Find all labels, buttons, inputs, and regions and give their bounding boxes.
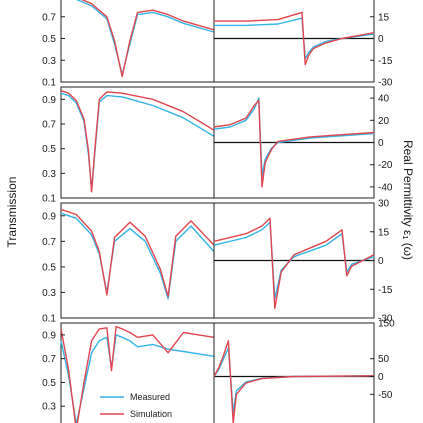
- y-tick-label: 0: [378, 256, 384, 267]
- panel-frame: [60, 86, 215, 199]
- left-y-axis-label: Transmission: [5, 177, 19, 248]
- y-tick-label: 0: [378, 138, 384, 149]
- series-line-simulation: [213, 99, 375, 188]
- y-tick-label: 0.9: [42, 330, 56, 341]
- y-tick-label: 15: [378, 12, 390, 23]
- permittivity-panel-0: 15 0 -15 -30: [213, 0, 393, 89]
- legend-simulation-label: Simulation: [130, 409, 172, 419]
- series-line-measured: [75, 0, 215, 76]
- panels-group: 0.10.30.50.7 150-15-300.10.30.50.70.9 4020…: [42, 0, 395, 423]
- y-tick-label: 0.5: [42, 34, 56, 45]
- panel-frame: [213, 0, 375, 83]
- y-tick-label: 0.1: [42, 314, 56, 325]
- y-tick-label: 15: [378, 227, 390, 238]
- series-line-measured: [213, 97, 375, 177]
- series-line-simulation: [81, 0, 215, 78]
- y-tick-label: 0.7: [42, 120, 56, 131]
- y-tick-label: -50: [378, 390, 393, 401]
- y-tick-label: 0.9: [42, 95, 56, 106]
- transmission-panel-2: 0.1 0.3 0.5 0.7 0.9: [42, 202, 215, 325]
- y-tick-label: 50: [378, 354, 390, 365]
- transmission-panel-3: 0.3 0.5 0.7 0.9: [42, 322, 215, 423]
- permittivity-panel-2: 30 15 0 -15 -30: [213, 199, 393, 325]
- y-tick-label: 0.3: [42, 402, 56, 413]
- series-line-simulation: [214, 11, 375, 66]
- y-tick-label: 0.3: [42, 288, 56, 299]
- y-tick-label: 0.5: [42, 262, 56, 273]
- y-tick-label: 30: [378, 199, 390, 210]
- y-tick-label: 0.5: [42, 378, 56, 389]
- y-tick-label: -30: [378, 78, 393, 89]
- y-tick-label: 0.3: [42, 169, 56, 180]
- series-line-simulation: [213, 340, 375, 423]
- transmission-panel-0: 0.1 0.3 0.5 0.7: [42, 0, 215, 89]
- y-tick-label: 20: [378, 116, 390, 127]
- y-tick-label: 0.7: [42, 237, 56, 248]
- y-tick-label: 0.7: [42, 354, 56, 365]
- panel-frame: [60, 322, 215, 423]
- y-tick-label: 0.1: [42, 194, 56, 205]
- y-tick-label: 0: [378, 34, 384, 45]
- panel-frame: [213, 322, 375, 423]
- y-tick-label: 0.7: [42, 12, 56, 23]
- series-line-simulation: [60, 208, 215, 297]
- permittivity-panel-3: 150 50 0 -50: [213, 319, 395, 423]
- y-tick-label: 40: [378, 94, 390, 105]
- right-y-axis-label: Real Permittivity ε₁ (ω): [401, 140, 415, 260]
- y-tick-label: -30: [378, 314, 393, 325]
- series-line-measured: [214, 17, 375, 60]
- y-tick-label: 150: [378, 319, 395, 330]
- y-tick-label: -15: [378, 285, 393, 296]
- series-line-simulation: [60, 90, 215, 193]
- series-line-simulation: [213, 217, 375, 310]
- y-tick-label: 0: [378, 372, 384, 383]
- y-tick-label: -15: [378, 56, 393, 67]
- series-line-measured: [60, 92, 215, 191]
- legend: Measured Simulation: [100, 392, 172, 419]
- series-line-measured: [60, 212, 215, 300]
- y-tick-label: 0.5: [42, 144, 56, 155]
- series-line-simulation: [60, 325, 215, 423]
- y-tick-label: 0.9: [42, 211, 56, 222]
- transmission-panel-1: 0.1 0.3 0.5 0.7 0.9: [42, 86, 215, 205]
- y-tick-label: 0.1: [42, 78, 56, 89]
- y-tick-label: -40: [378, 182, 393, 193]
- y-tick-label: -20: [378, 160, 393, 171]
- series-line-measured: [213, 347, 375, 413]
- y-tick-label: 0.3: [42, 56, 56, 67]
- legend-measured-label: Measured: [130, 392, 170, 402]
- permittivity-panel-1: 40 20 0 -20 -40: [213, 86, 393, 199]
